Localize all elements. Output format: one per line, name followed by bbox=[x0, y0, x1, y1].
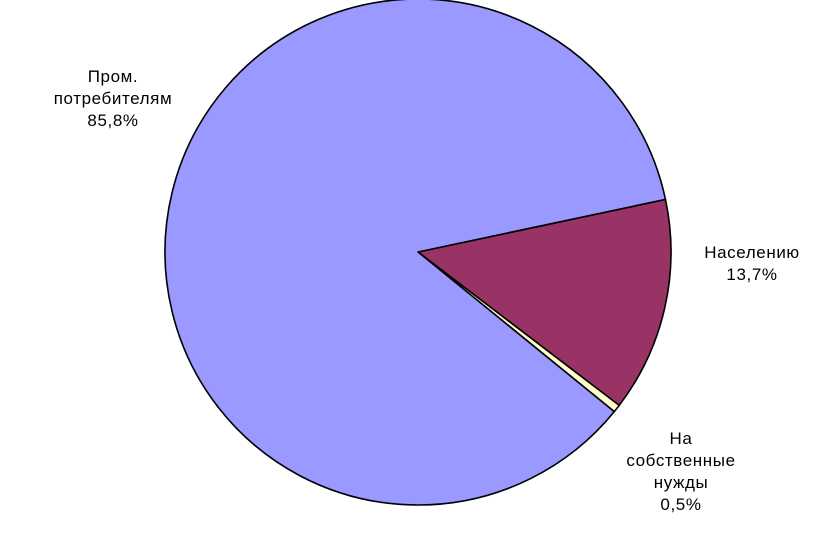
slice-label-promyshlennye-line-2: потребителям bbox=[53, 89, 173, 108]
slice-label-sobstvennye-nuzhdy-percent: 0,5% bbox=[660, 495, 702, 514]
slice-label-sobstvennye-nuzhdy-line-3: нужды bbox=[653, 473, 709, 492]
slice-label-sobstvennye-nuzhdy-line-2: собственные bbox=[626, 451, 736, 470]
pie-slice-naseleniyu bbox=[417, 198, 672, 407]
slice-label-promyshlennye: Пром. потребителям 85,8% bbox=[28, 66, 198, 132]
pie-slice-promyshlennye bbox=[164, 0, 667, 506]
slice-label-sobstvennye-nuzhdy: На собственные нужды 0,5% bbox=[606, 428, 756, 516]
slice-label-naseleniyu: Населению 13,7% bbox=[682, 242, 822, 286]
slice-label-promyshlennye-percent: 85,8% bbox=[87, 111, 139, 130]
slice-label-sobstvennye-nuzhdy-line-1: На bbox=[669, 429, 693, 448]
slice-label-promyshlennye-line-1: Пром. bbox=[87, 67, 139, 86]
slice-label-naseleniyu-percent: 13,7% bbox=[726, 265, 778, 284]
slice-label-naseleniyu-line-1: Населению bbox=[704, 243, 800, 262]
